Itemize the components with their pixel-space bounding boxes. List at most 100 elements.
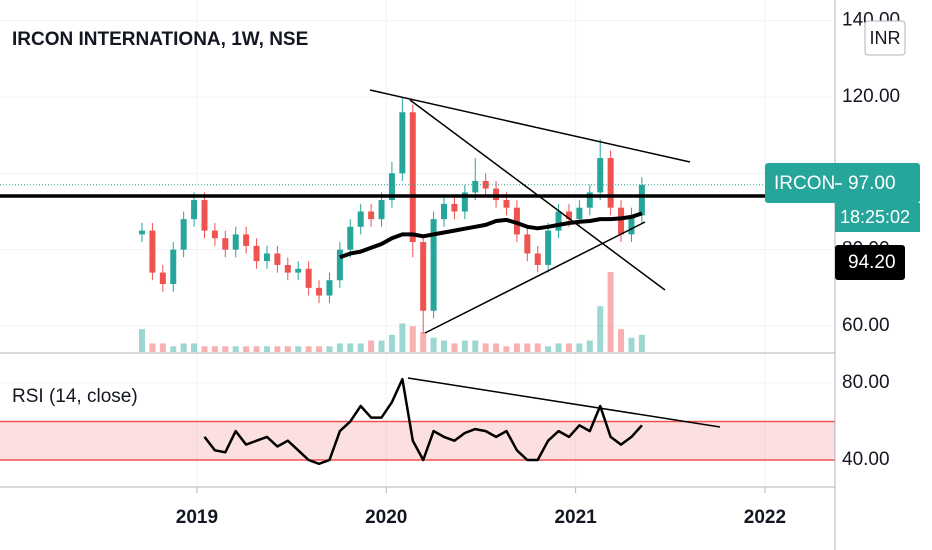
- x-tick-label: 2019: [176, 507, 218, 528]
- candle-body: [211, 230, 218, 239]
- volume-bar: [368, 340, 375, 352]
- volume-bar: [461, 340, 468, 352]
- rsi-tick-label: 40.00: [842, 449, 890, 470]
- candle-body: [399, 112, 406, 174]
- countdown: 18:25:02: [840, 207, 910, 227]
- candle-body: [638, 184, 645, 216]
- marker-price-label: 94.20: [848, 252, 896, 273]
- candle-body: [545, 230, 552, 265]
- currency[interactable]: INR: [870, 28, 901, 48]
- volume-bar: [357, 343, 364, 352]
- candle-body: [336, 249, 343, 281]
- x-tick-label: 2022: [744, 507, 786, 528]
- marker-price-box: [835, 245, 905, 280]
- moving-average: [339, 211, 643, 260]
- trendline: [409, 99, 666, 291]
- volume-bar: [399, 323, 406, 352]
- volume-bar: [191, 343, 198, 352]
- last-price-label: 97.00: [848, 173, 896, 194]
- volume-bar: [576, 343, 583, 352]
- candle-body: [274, 253, 281, 265]
- drawings: [0, 89, 835, 428]
- candle-body: [555, 211, 562, 231]
- volume-bar: [493, 343, 500, 352]
- candles: [139, 96, 645, 334]
- volume-bar: [420, 332, 427, 352]
- rsi-trendline: [407, 377, 721, 428]
- volume-bar: [326, 346, 333, 352]
- volume-bar: [451, 343, 458, 352]
- y-tick-label: 60.00: [842, 315, 890, 336]
- volume-bar: [378, 340, 385, 352]
- volume-bar: [586, 340, 593, 352]
- volume-bar: [295, 346, 302, 352]
- volume-bar: [305, 346, 312, 352]
- volume-bar: [232, 346, 239, 352]
- candle-body: [420, 242, 427, 311]
- candle-body: [243, 234, 250, 246]
- candle-body: [347, 226, 354, 250]
- volume-bar: [513, 343, 520, 352]
- candle-body: [170, 249, 177, 285]
- volume-bar: [607, 272, 614, 352]
- volume-bar: [618, 329, 625, 352]
- symbol-price-box: [765, 163, 920, 203]
- rsi-title: RSI (14, close): [12, 386, 138, 407]
- rsi-tick-label: 80.00: [842, 372, 890, 393]
- volume-bar: [336, 343, 343, 352]
- candle-body: [180, 219, 187, 250]
- volume-bar: [222, 346, 229, 352]
- chart-title: IRCON INTERNATIONA, 1W, NSE: [12, 29, 308, 50]
- candle-body: [191, 200, 198, 220]
- volume-bar: [524, 343, 531, 352]
- candle-body: [576, 207, 583, 220]
- volume-bar: [253, 346, 260, 352]
- candle-body: [524, 234, 531, 254]
- candle-body: [618, 207, 625, 235]
- candle-body: [263, 253, 270, 262]
- volume-bar: [565, 343, 572, 352]
- candle-body: [534, 253, 541, 265]
- candle-body: [430, 219, 437, 311]
- candle-body: [357, 211, 364, 227]
- y-tick-label: 120.00: [842, 86, 900, 107]
- candle-body: [607, 158, 614, 208]
- volume-bar: [534, 343, 541, 352]
- volume-bar: [347, 343, 354, 352]
- volume-bar: [243, 346, 250, 352]
- symbol-label: IRCON: [774, 173, 835, 194]
- candle-body: [409, 112, 416, 243]
- overlays: [0, 184, 835, 466]
- volume-bar: [430, 337, 437, 352]
- candle-body: [472, 180, 479, 193]
- volume-bar: [388, 334, 395, 352]
- x-tick-label: 2020: [365, 507, 407, 528]
- volume-bar: [628, 337, 635, 352]
- volume-bar: [503, 346, 510, 352]
- candle-body: [284, 264, 291, 273]
- volume: [139, 272, 645, 352]
- candle-body: [201, 200, 208, 231]
- candle-body: [295, 268, 302, 273]
- volume-bar: [316, 346, 323, 352]
- candle-body: [149, 230, 156, 273]
- volume-bar: [482, 343, 489, 352]
- candle-body: [628, 215, 635, 235]
- volume-bar: [211, 346, 218, 352]
- candle-body: [388, 173, 395, 201]
- volume-bar: [545, 346, 552, 352]
- candle-body: [159, 272, 166, 285]
- volume-bar: [555, 343, 562, 352]
- candle-body: [222, 238, 229, 250]
- volume-bar: [638, 334, 645, 352]
- candle-body: [253, 245, 260, 262]
- currency-box[interactable]: [864, 20, 906, 56]
- rsi-band-fill: [0, 421, 835, 460]
- candle-body: [232, 234, 239, 250]
- rsi-line: [203, 377, 643, 466]
- x-tick-label: 2021: [554, 507, 597, 528]
- candle-body: [368, 211, 375, 220]
- trendline: [369, 89, 691, 163]
